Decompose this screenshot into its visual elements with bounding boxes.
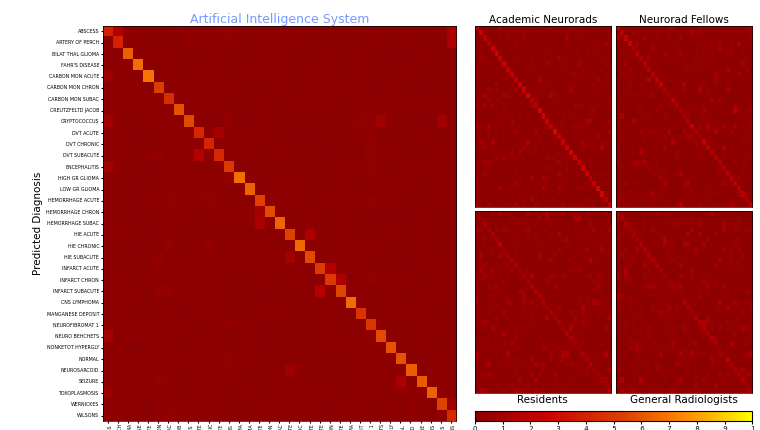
Text: General Radiologists: General Radiologists <box>631 395 738 405</box>
Title: Neurorad Fellows: Neurorad Fellows <box>639 15 730 25</box>
Text: Residents: Residents <box>518 395 568 405</box>
Y-axis label: Predicted Diagnosis: Predicted Diagnosis <box>33 172 43 275</box>
Title: Academic Neurorads: Academic Neurorads <box>489 15 597 25</box>
Title: Artificial Intelligence System: Artificial Intelligence System <box>189 13 369 26</box>
